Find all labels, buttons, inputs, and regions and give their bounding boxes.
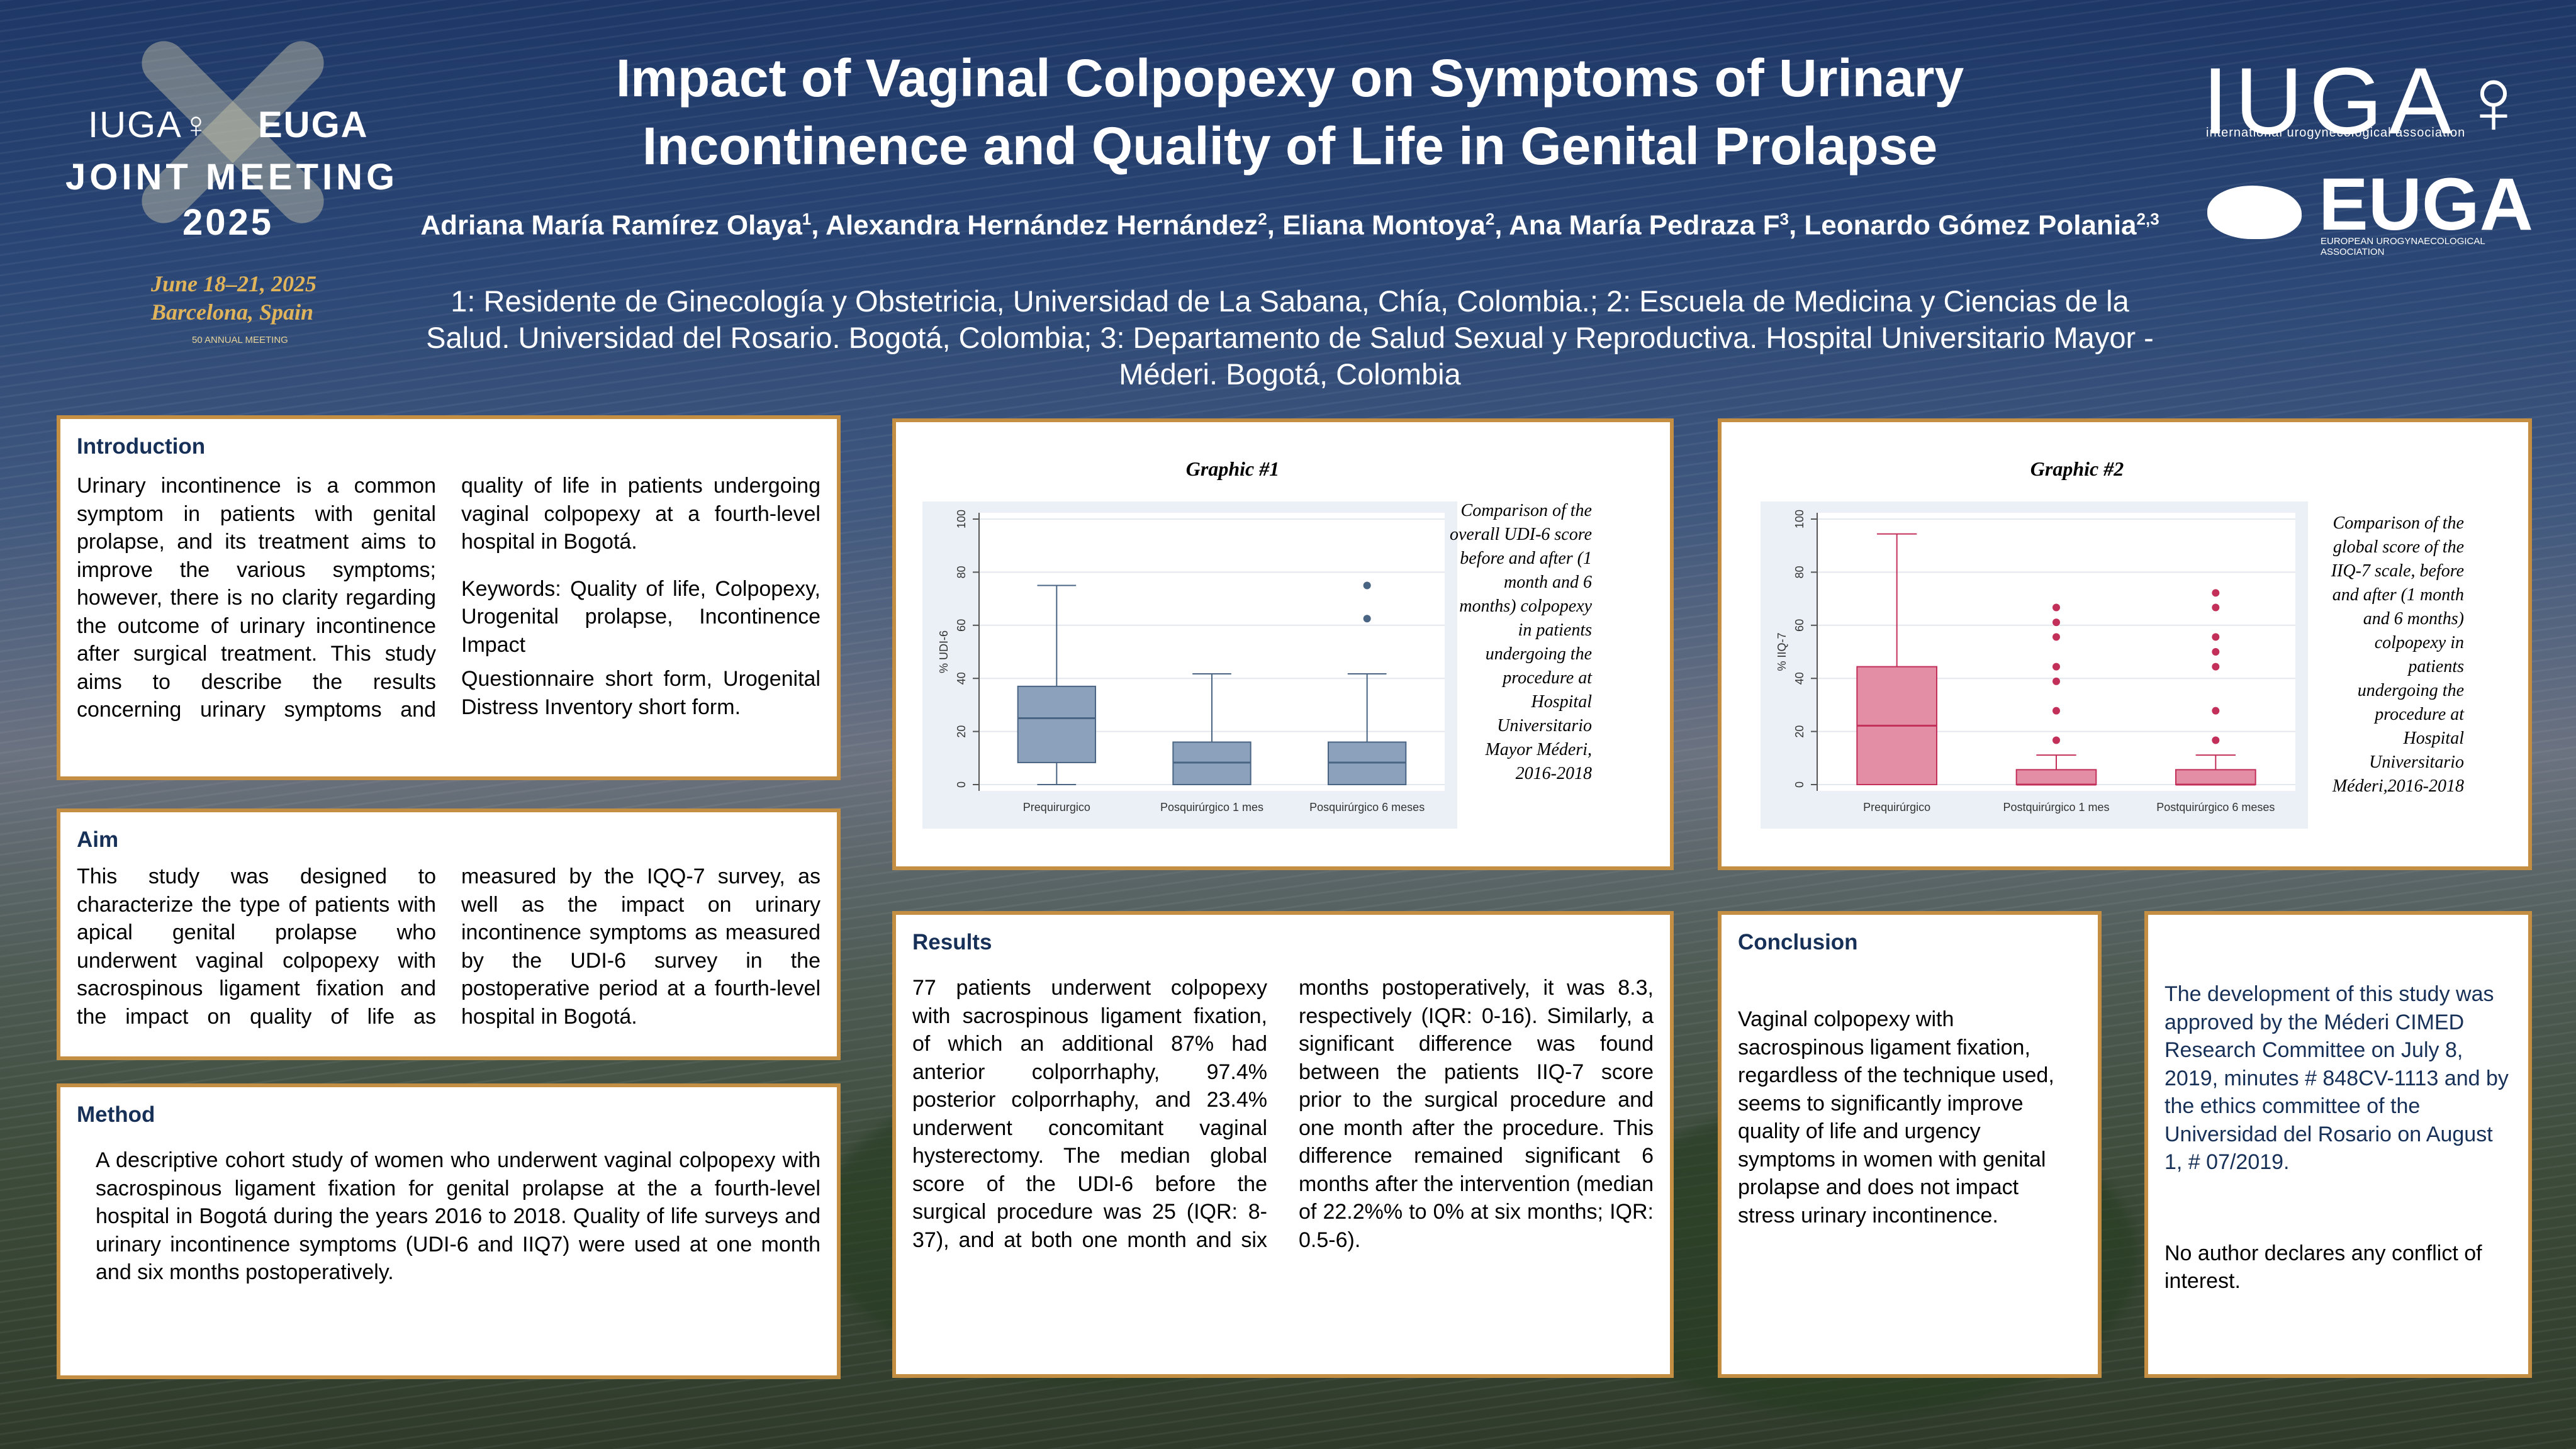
meeting-logo-iuga: IUGA♀ [88, 104, 211, 145]
x-category-label: Prequirúrgico [1863, 801, 1930, 814]
box-outlier [2212, 663, 2220, 671]
aim-body: This study was designed to characterize … [77, 864, 820, 1029]
method-heading: Method [77, 1102, 155, 1127]
introduction-body: Urinary incontinence is a common symptom… [77, 472, 820, 725]
results-heading: Results [912, 930, 992, 954]
y-tick-label: 80 [1793, 566, 1806, 578]
x-category-label: Postquirúrgico 1 mes [2003, 801, 2109, 814]
author-list: Adriana María Ramírez Olaya1, Alexandra … [420, 210, 2159, 241]
box-outlier [2052, 677, 2060, 685]
meeting-logo-year: 2025 [182, 202, 274, 243]
box-outlier [2212, 736, 2220, 744]
y-axis-label: % UDI-6 [938, 630, 950, 673]
y-tick-label: 80 [955, 566, 968, 578]
author-name: Adriana María Ramírez Olaya [420, 210, 802, 241]
y-tick-label: 0 [1793, 781, 1806, 788]
x-category-label: Posquirúrgico 6 meses [1309, 801, 1425, 814]
box-outlier [2052, 663, 2060, 671]
method-panel: Method A descriptive cohort study of wom… [57, 1083, 841, 1379]
meeting-logo: IUGA♀ EUGA JOINT MEETING 2025 June 18–21… [57, 25, 409, 345]
author-affiliation: 3 [1779, 210, 1789, 228]
x-category-label: Posquirúrgico 1 mes [1160, 801, 1263, 814]
box-outlier [1363, 581, 1371, 590]
box-outlier [2212, 648, 2220, 656]
box-outlier [2052, 736, 2060, 744]
conflict-statement: No author declares any conflict of inter… [2164, 1241, 2482, 1294]
introduction-keywords: Keywords: Quality of life, Colpopexy, Ur… [461, 576, 820, 657]
graph2-title: Graphic #2 [2030, 457, 2124, 480]
graph2-caption: Comparison of the global score of the II… [2331, 513, 2464, 796]
results-panel: Results 77 patients underwent colpopexy … [892, 911, 1674, 1378]
author-name: Leonardo Gómez Polania [1804, 210, 2137, 241]
box-outlier [2212, 633, 2220, 641]
introduction-keywords-cont: Questionnaire short form, Urogenital Dis… [461, 667, 820, 719]
introduction-paragraph: Urinary incontinence is a common symptom… [77, 474, 820, 722]
poster-title: Impact of Vaginal Colpopexy on Symptoms … [615, 48, 1964, 176]
box-outlier [2052, 603, 2060, 612]
introduction-heading: Introduction [77, 434, 206, 459]
introduction-panel: Introduction Urinary incontinence is a c… [57, 415, 841, 780]
box-iqr [2015, 769, 2097, 786]
aim-panel: Aim This study was designed to character… [57, 808, 841, 1060]
y-tick-label: 60 [1793, 619, 1806, 632]
ethics-approval: The development of this study was approv… [2164, 982, 2509, 1174]
y-tick-label: 0 [955, 781, 968, 788]
box-iqr [1017, 685, 1097, 763]
meeting-logo-city: Barcelona, Spain [151, 299, 314, 325]
author-affiliation: 2,3 [2136, 210, 2159, 228]
author-affiliation: 2 [1485, 210, 1495, 228]
udi6-boxplot: 0 20 40 60 80 100 % UDI-6 Prequirurgico Posquirú… [922, 501, 1457, 829]
graph1-title: Graphic #1 [1185, 457, 1280, 480]
y-tick-label: 100 [1793, 510, 1806, 529]
results-body: 77 patients underwent colpopexy with sac… [912, 976, 1654, 1252]
graph1-caption: Comparison of the overall UDI-6 score be… [1450, 501, 1593, 783]
author-affiliation: 2 [1258, 210, 1267, 228]
x-category-label: Prequirurgico [1023, 801, 1090, 814]
author-name: Eliana Montoya [1282, 210, 1486, 241]
meeting-logo-anniversary: 50 ANNUAL MEETING [192, 335, 288, 345]
graph2-panel: Graphic #2 0 20 40 60 80 100 % IIQ-7 Prequirúrg… [1718, 418, 2532, 870]
iuga-logo: IUGA♀ [2202, 48, 2536, 154]
graph1-panel: Graphic #1 0 20 40 60 80 100 % UDI-6 Prequirurg… [892, 418, 1674, 870]
author-name: Ana María Pedraza F [1509, 210, 1780, 241]
method-body: A descriptive cohort study of women who … [96, 1148, 820, 1284]
organization-logos: IUGA♀ international urogynecological ass… [2202, 53, 2533, 258]
box-outlier [2212, 603, 2220, 612]
box-outlier [2052, 618, 2060, 627]
author-name: Alexandra Hernández Hernández [826, 210, 1258, 241]
y-axis-label: % IIQ-7 [1776, 632, 1788, 671]
box-outlier [2052, 633, 2060, 641]
conclusion-heading: Conclusion [1738, 930, 1858, 954]
y-tick-label: 40 [1793, 672, 1806, 685]
affiliations: 1: Residente de Ginecología y Obstetrici… [426, 284, 2154, 391]
box-outlier [2212, 707, 2220, 715]
euga-cloud-icon [2202, 173, 2309, 249]
box-outlier [2052, 707, 2060, 715]
y-tick-label: 40 [955, 672, 968, 685]
box-outlier [1363, 615, 1371, 623]
ethics-panel: The development of this study was approv… [2144, 911, 2532, 1378]
meeting-logo-date: June 18–21, 2025 [151, 271, 317, 296]
y-tick-label: 20 [955, 725, 968, 738]
meeting-logo-euga: EUGA [258, 104, 369, 145]
euga-logo-subtitle: EUROPEAN UROGYNAECOLOGICAL ASSOCIATION [2321, 236, 2485, 257]
box-iqr [2175, 769, 2256, 786]
meeting-logo-joint: JOINT MEETING [65, 157, 399, 198]
x-category-label: Postquirúrgico 6 meses [2156, 801, 2275, 814]
aim-heading: Aim [77, 827, 119, 852]
box-outlier [2212, 589, 2220, 597]
y-tick-label: 60 [955, 619, 968, 632]
conclusion-body: Vaginal colpopexy with sacrospinous liga… [1738, 1007, 2054, 1228]
author-affiliation: 1 [802, 210, 812, 228]
iiq7-boxplot: 0 20 40 60 80 100 % IIQ-7 Prequirúrgico Postquir… [1761, 501, 2308, 829]
y-tick-label: 100 [955, 510, 968, 529]
conclusion-panel: Conclusion Vaginal colpopexy with sacros… [1718, 911, 2102, 1378]
iuga-logo-subtitle: international urogynecological associati… [2206, 126, 2466, 140]
euga-logo: EUGA [2319, 163, 2533, 246]
y-tick-label: 20 [1793, 725, 1806, 738]
